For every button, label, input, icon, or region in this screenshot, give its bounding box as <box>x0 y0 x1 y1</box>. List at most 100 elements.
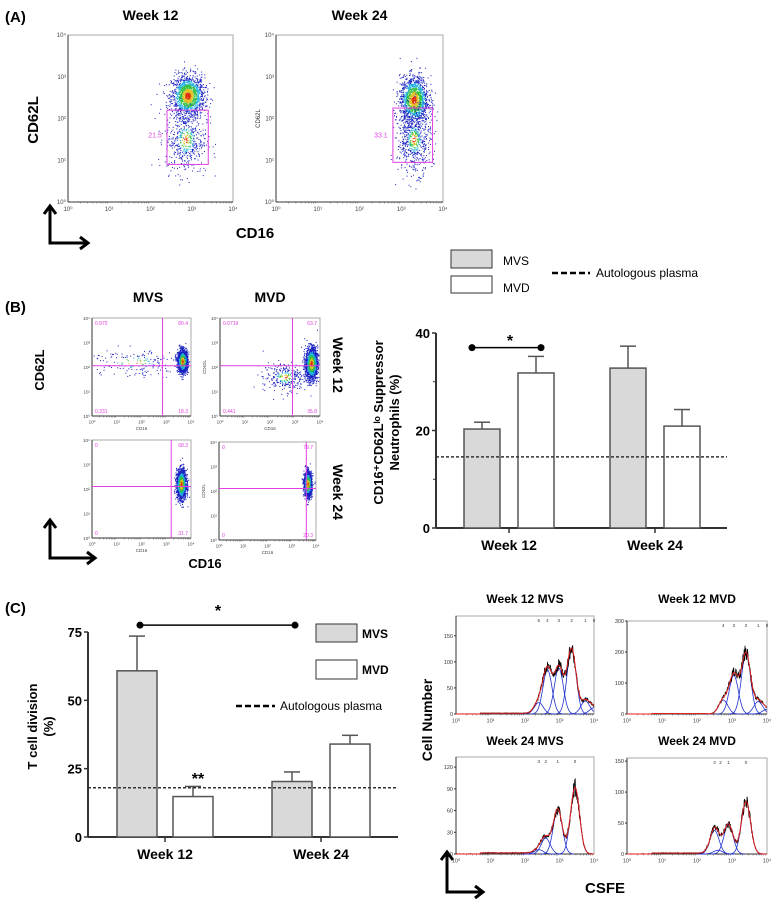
event-dot <box>410 186 412 188</box>
event-dot <box>427 96 429 98</box>
event-dot <box>402 127 404 129</box>
event-dot <box>174 131 176 133</box>
event-dot <box>416 153 418 155</box>
event-dot <box>182 103 184 105</box>
event-dot <box>400 130 402 132</box>
event-dot <box>180 94 182 96</box>
event-dot <box>179 87 181 89</box>
event-dot <box>181 132 183 134</box>
event-dot <box>421 117 423 119</box>
event-dot <box>176 83 178 85</box>
event-dot <box>201 94 203 96</box>
event-dot <box>188 105 190 107</box>
event-dot <box>170 170 172 172</box>
event-dot <box>420 95 422 97</box>
event-dot <box>186 107 188 109</box>
event-dot <box>196 95 198 97</box>
event-dot <box>167 165 169 167</box>
event-dot <box>403 114 405 116</box>
event-dot <box>177 101 179 103</box>
event-dot <box>423 141 425 143</box>
event-dot <box>180 103 182 105</box>
event-dot <box>408 125 410 127</box>
event-dot <box>420 88 422 90</box>
event-dot <box>431 89 433 91</box>
event-dot <box>186 371 188 373</box>
event-dot <box>434 116 436 118</box>
event-dot <box>402 82 404 84</box>
event-dot <box>410 98 412 100</box>
event-dot <box>404 84 406 86</box>
event-dot <box>419 77 421 79</box>
event-dot <box>401 101 403 103</box>
event-dot <box>184 350 186 352</box>
event-dot <box>184 154 186 156</box>
event-dot <box>206 99 208 101</box>
event-dot <box>421 96 423 98</box>
event-dot <box>426 160 428 162</box>
event-dot <box>186 85 188 87</box>
event-dot <box>428 99 430 101</box>
event-dot <box>189 77 191 79</box>
event-dot <box>179 100 181 102</box>
event-dot <box>419 136 421 138</box>
event-dot <box>406 92 408 94</box>
event-dot <box>177 152 179 154</box>
event-dot <box>192 100 194 102</box>
event-dot <box>407 132 409 134</box>
event-dot <box>393 115 395 117</box>
event-dot <box>182 130 184 132</box>
event-dot <box>410 94 412 96</box>
event-dot <box>413 82 415 84</box>
event-dot <box>171 82 173 84</box>
event-dot <box>180 85 182 87</box>
event-dot <box>403 154 405 156</box>
event-dot <box>420 153 422 155</box>
event-dot <box>201 103 203 105</box>
event-dot <box>412 168 414 170</box>
event-dot <box>413 157 415 159</box>
event-dot <box>411 109 413 111</box>
event-dot <box>416 105 418 107</box>
event-dot <box>404 99 406 101</box>
event-dot <box>411 84 413 86</box>
event-dot <box>173 112 175 114</box>
event-dot <box>160 142 162 144</box>
event-dot <box>421 100 423 102</box>
event-dot <box>406 98 408 100</box>
event-dot <box>420 98 422 100</box>
event-dot <box>423 96 425 98</box>
event-dot <box>418 138 420 140</box>
event-dot <box>181 86 183 88</box>
event-dot <box>187 146 189 148</box>
event-dot <box>183 90 185 92</box>
event-dot <box>178 105 180 107</box>
event-dot <box>405 78 407 80</box>
event-dot <box>192 85 194 87</box>
event-dot <box>178 148 180 150</box>
event-dot <box>198 98 200 100</box>
event-dot <box>417 111 419 113</box>
event-dot <box>193 79 195 81</box>
event-dot <box>430 119 432 121</box>
event-dot <box>182 91 184 93</box>
event-dot <box>200 92 202 94</box>
event-dot <box>177 357 179 359</box>
event-dot <box>179 130 181 132</box>
event-dot <box>397 123 399 125</box>
event-dot <box>192 75 194 77</box>
event-dot <box>198 123 200 125</box>
event-dot <box>183 118 185 120</box>
event-dot <box>201 95 203 97</box>
event-dot <box>159 164 161 166</box>
event-dot <box>402 150 404 152</box>
event-dot <box>423 114 425 116</box>
event-dot <box>189 111 191 113</box>
event-dot <box>190 157 192 159</box>
event-dot <box>188 81 190 83</box>
event-dot <box>414 116 416 118</box>
event-dot <box>189 116 191 118</box>
event-dot <box>406 111 408 113</box>
event-dot <box>179 117 181 119</box>
event-dot <box>167 96 169 98</box>
